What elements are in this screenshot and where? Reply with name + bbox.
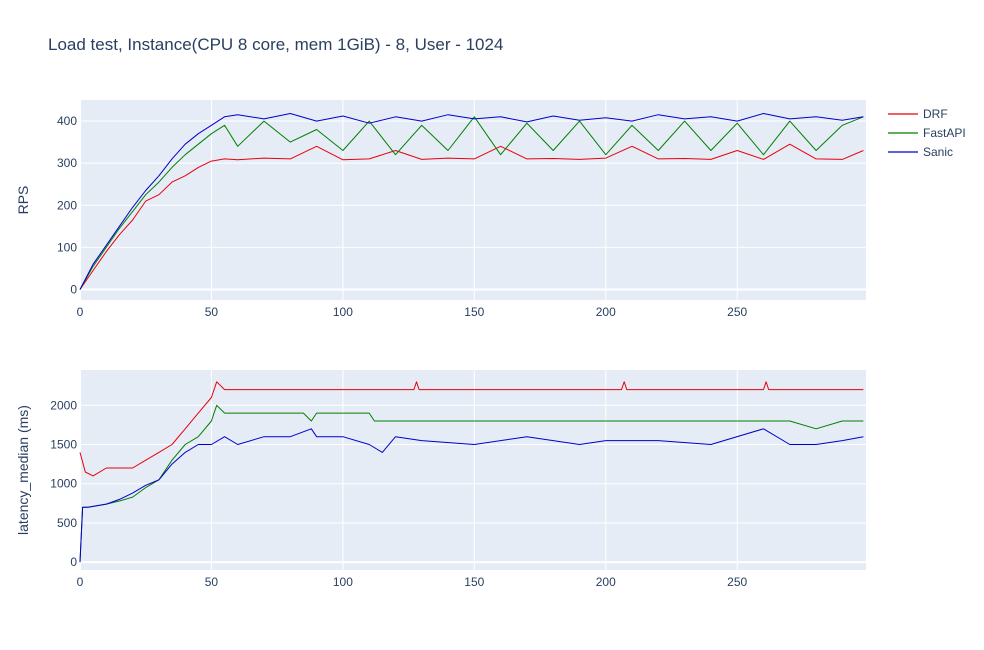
series-line-drf — [79, 381, 864, 477]
legend-label: FastAPI — [923, 126, 966, 140]
legend-item-fastapi: FastAPI — [888, 126, 966, 140]
legend-label: Sanic — [923, 145, 953, 159]
y-tick-label: 300 — [57, 156, 77, 170]
y-tick-label: 200 — [57, 198, 77, 212]
panel-1: 0 50 100 150 200 250 0 100 200 300 400 RPS — [15, 100, 866, 319]
plot-background — [80, 100, 866, 300]
y-tick-label: 2000 — [50, 398, 77, 412]
y-tick-label: 1500 — [50, 438, 77, 452]
y-tick-label: 100 — [57, 240, 77, 254]
y-tick-label: 0 — [70, 555, 77, 569]
series-line-sanic — [79, 113, 864, 290]
y-tick-label: 400 — [57, 114, 77, 128]
x-tick-label: 100 — [333, 575, 353, 589]
x-tick-label: 200 — [596, 575, 616, 589]
series-line-drf — [79, 143, 864, 290]
y-axis-title: latency_median (ms) — [15, 405, 31, 535]
plot-background — [80, 370, 866, 570]
x-tick-label: 200 — [596, 305, 616, 319]
x-tick-label: 50 — [205, 305, 219, 319]
x-tick-label: 0 — [77, 575, 84, 589]
y-tick-label: 0 — [70, 282, 77, 296]
series-line-fastapi — [79, 404, 864, 563]
x-tick-label: 50 — [205, 575, 219, 589]
legend-item-drf: DRF — [888, 107, 948, 121]
legend-label: DRF — [923, 107, 948, 121]
x-tick-label: 0 — [77, 305, 84, 319]
x-tick-label: 250 — [727, 575, 747, 589]
y-tick-label: 1000 — [50, 477, 77, 491]
series-line-fastapi — [79, 116, 864, 290]
legend-item-sanic: Sanic — [888, 145, 953, 159]
chart-title: Load test, Instance(CPU 8 core, mem 1GiB… — [48, 35, 503, 54]
x-tick-label: 250 — [727, 305, 747, 319]
x-tick-label: 100 — [333, 305, 353, 319]
panels: 0 50 100 150 200 250 0 100 200 300 400 RPS 0 50 100 150… — [15, 100, 866, 589]
x-tick-label: 150 — [464, 575, 484, 589]
y-axis-title: RPS — [15, 186, 31, 215]
panel-2: 0 50 100 150 200 250 0 500 1000 1500 2000 latency_m… — [15, 370, 866, 589]
x-tick-label: 150 — [464, 305, 484, 319]
series-line-sanic — [79, 428, 864, 563]
y-tick-label: 500 — [57, 516, 77, 530]
legend: DRF FastAPI Sanic — [888, 107, 966, 159]
